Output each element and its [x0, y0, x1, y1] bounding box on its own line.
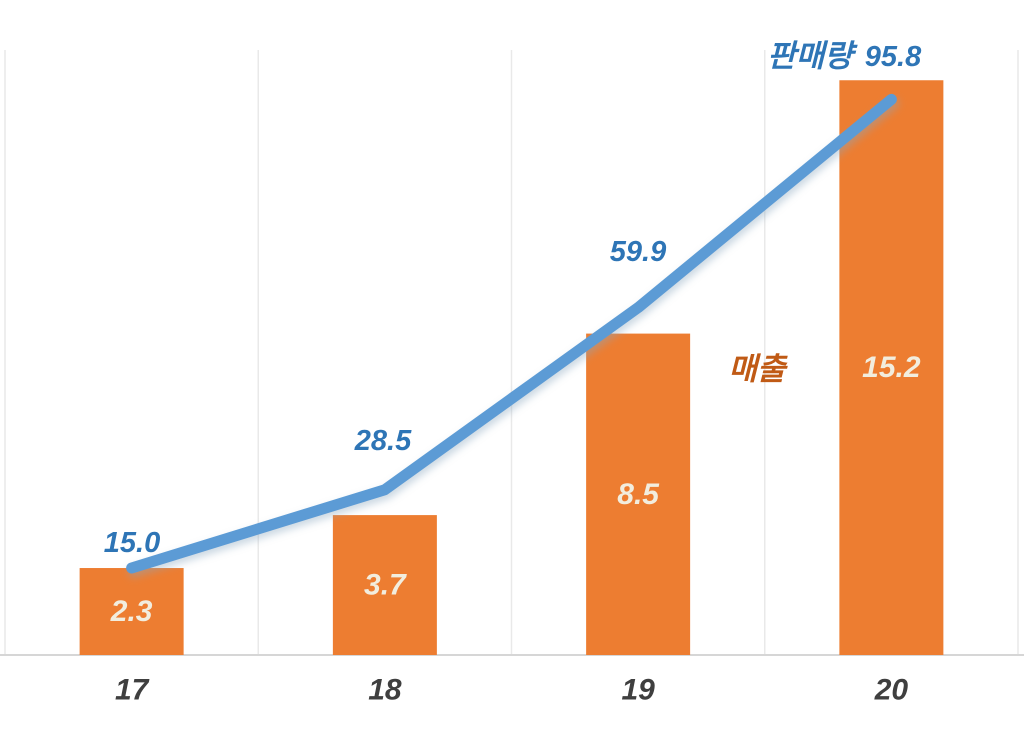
bar-value-label: 8.5: [617, 478, 660, 511]
x-axis-tick-labels: 17 18 19 20: [115, 674, 908, 707]
line-value-labels: 15.0 28.5 59.9 95.8: [104, 41, 922, 559]
line-value-label: 95.8: [865, 41, 922, 73]
bar-value-labels: 2.3 3.7 8.5 15.2: [110, 351, 921, 628]
bar-value-label: 15.2: [862, 351, 921, 384]
x-tick-label-18: 18: [368, 674, 402, 707]
bar-17: [79, 568, 184, 655]
line-series-sales-volume: [126, 93, 897, 574]
line-value-label: 15.0: [104, 527, 160, 559]
bar-19: [586, 333, 691, 655]
x-tick-label-17: 17: [115, 674, 150, 707]
vertical-gridlines: [4, 50, 1019, 655]
line-value-label: 28.5: [354, 425, 412, 457]
bar-20: [839, 80, 944, 655]
line-series-name-label: 판매량: [767, 39, 858, 74]
bar-value-label: 2.3: [110, 595, 153, 628]
line-value-label: 59.9: [610, 236, 666, 268]
x-tick-label-19: 19: [621, 674, 655, 707]
bar-series-name-label: 매출: [728, 352, 788, 387]
bar-18: [332, 515, 437, 655]
bar-value-label: 3.7: [364, 569, 407, 602]
x-tick-label-20: 20: [874, 674, 909, 707]
bar-series-revenue: [79, 80, 944, 655]
